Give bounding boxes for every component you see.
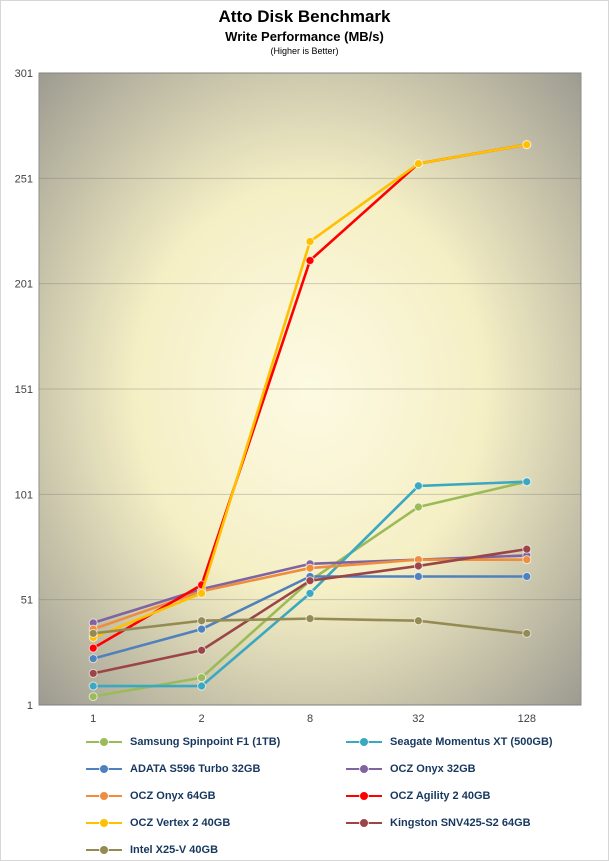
series-kingston-snv425-s2-64gb [88,544,532,678]
legend-dot [100,846,108,854]
data-point-marker [413,561,423,571]
legend-item: Kingston SNV425-S2 64GB [346,813,553,833]
x-axis-tick-label: 128 [518,713,536,725]
data-point-marker [197,681,207,691]
data-point-marker [88,692,98,702]
legend-dot [360,738,368,746]
x-axis-tick-label: 1 [90,713,96,725]
legend-marker [346,818,382,828]
data-point-marker [305,588,315,598]
legend-label: Samsung Spinpoint F1 (1TB) [130,736,281,748]
chart-legend: Samsung Spinpoint F1 (1TB) Seagate Moment… [86,732,553,860]
y-axis-tick-label: 101 [15,489,33,501]
data-point-marker [522,477,532,487]
legend-dot [100,765,108,773]
legend-marker [86,845,122,855]
data-point-marker [88,668,98,678]
legend-label: OCZ Agility 2 40GB [390,790,491,802]
legend-marker [346,737,382,747]
series-seagate-momentus-xt-500gb [88,477,532,691]
legend-item: ADATA S596 Turbo 32GB [86,759,346,779]
data-point-marker [88,681,98,691]
legend-label: Kingston SNV425-S2 64GB [390,817,531,829]
series-intel-x25-v-40gb [88,614,532,638]
legend-label: OCZ Vertex 2 40GB [130,817,231,829]
x-axis-tick-label: 8 [307,713,313,725]
legend-marker [86,737,122,747]
legend-label: OCZ Onyx 64GB [130,790,216,802]
legend-marker [86,791,122,801]
legend-label: ADATA S596 Turbo 32GB [130,763,261,775]
data-point-marker [522,544,532,554]
x-axis-tick-label: 32 [412,713,424,725]
legend-item: OCZ Onyx 64GB [86,786,346,806]
data-point-marker [522,555,532,565]
legend-item: Intel X25-V 40GB [86,840,346,860]
data-point-marker [197,645,207,655]
data-point-marker [413,159,423,169]
data-point-marker [197,624,207,634]
data-point-marker [88,654,98,664]
data-point-marker [522,140,532,150]
legend-item: Seagate Momentus XT (500GB) [346,732,553,752]
chart-note: (Higher is Better) [270,46,339,57]
legend-marker [86,764,122,774]
data-point-marker [305,576,315,586]
legend-label: OCZ Onyx 32GB [390,763,476,775]
legend-marker [346,791,382,801]
data-point-marker [305,614,315,624]
y-axis-tick-label: 1 [27,700,33,712]
legend-item: Samsung Spinpoint F1 (1TB) [86,732,346,752]
legend-item: OCZ Onyx 32GB [346,759,553,779]
data-point-marker [88,643,98,653]
data-point-marker [413,616,423,626]
legend-label: Seagate Momentus XT (500GB) [390,736,553,748]
y-axis-tick-label: 51 [21,595,33,607]
legend-item: OCZ Vertex 2 40GB [86,813,346,833]
data-point-marker [197,588,207,598]
legend-label: Intel X25-V 40GB [130,844,219,856]
chart-subtitle: Write Performance (MB/s) [225,28,384,44]
data-point-marker [413,481,423,491]
chart-header: Atto Disk Benchmark Write Performance (M… [1,7,608,57]
data-point-marker [305,237,315,247]
legend-dot [100,819,108,827]
data-point-marker [305,255,315,265]
legend-dot [100,792,108,800]
data-point-marker [305,563,315,573]
data-point-marker [522,628,532,638]
legend-marker [346,764,382,774]
data-point-marker [522,571,532,581]
data-point-marker [413,502,423,512]
y-axis-tick-label: 301 [15,68,33,80]
y-axis-tick-label: 151 [15,384,33,396]
legend-dot [360,792,368,800]
plot-area [38,72,582,706]
legend-dot [360,819,368,827]
y-axis-tick-label: 201 [15,279,33,291]
legend-item: OCZ Agility 2 40GB [346,786,553,806]
data-point-marker [88,628,98,638]
data-point-marker [197,616,207,626]
chart-title: Atto Disk Benchmark [218,7,391,26]
data-point-marker [197,673,207,683]
y-axis-tick-label: 251 [15,173,33,185]
data-point-marker [413,571,423,581]
legend-marker [86,818,122,828]
legend-dot [360,765,368,773]
legend-dot [100,738,108,746]
x-axis-tick-label: 2 [199,713,205,725]
